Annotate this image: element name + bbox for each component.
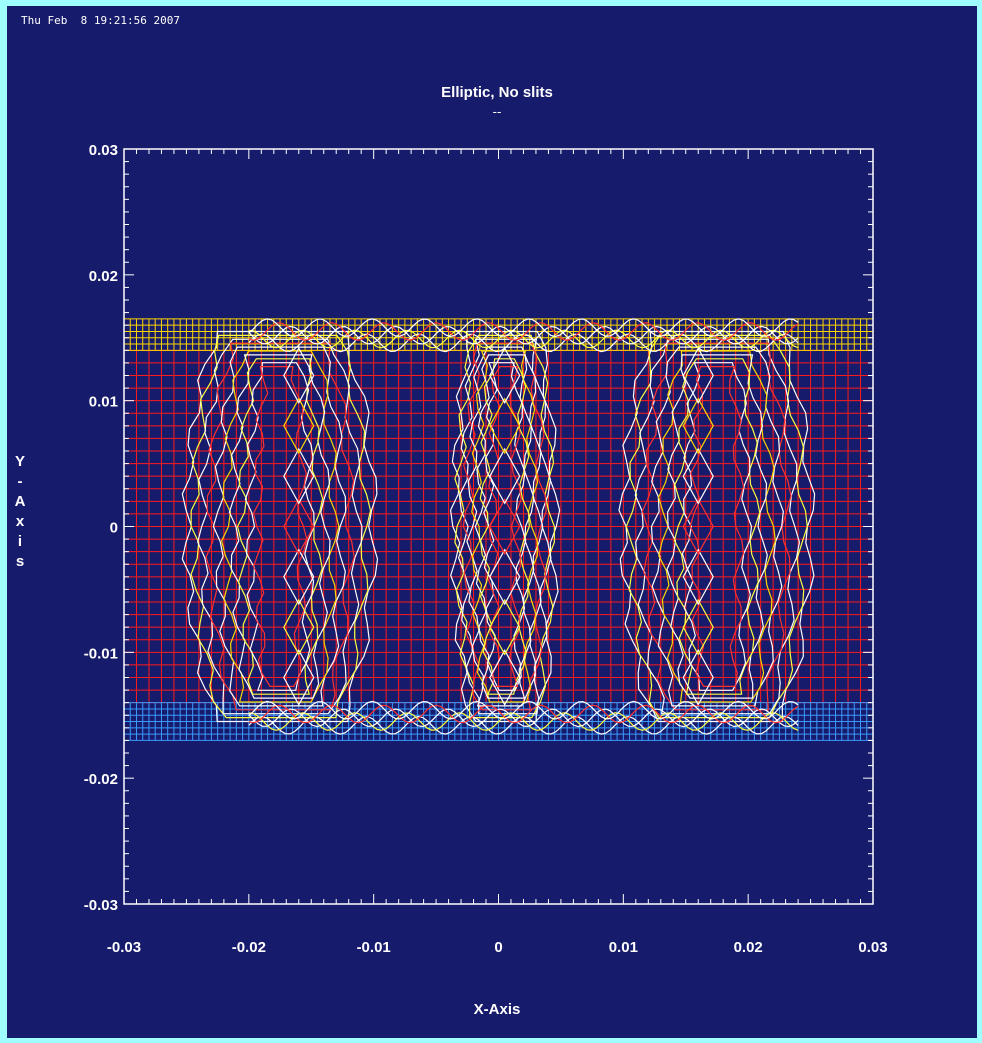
contour-line	[689, 366, 745, 688]
contour-bottom-edge	[248, 700, 799, 735]
contour-peak	[682, 649, 714, 706]
contour-peak	[283, 649, 315, 706]
contour-line	[634, 338, 801, 715]
x-tick-label: -0.02	[232, 939, 266, 956]
contour-peak	[489, 447, 521, 505]
y-axis-label-char: Y	[14, 453, 25, 470]
contour-line	[673, 358, 761, 695]
contour-peak	[682, 347, 714, 404]
contour-line	[244, 362, 315, 691]
x-tick-label: -0.01	[357, 939, 391, 956]
x-tick-label: 0.01	[609, 939, 638, 956]
contour-line	[650, 346, 784, 707]
x-tick-label: -0.03	[107, 939, 141, 956]
contour-line	[625, 334, 808, 719]
contour-top-edge	[248, 318, 799, 353]
contour-line	[248, 333, 799, 353]
contour-line	[190, 334, 372, 719]
contour-line	[641, 342, 792, 711]
contour-line	[657, 350, 777, 703]
contour-plot: -0.03 -0.02 -0.01 0 0.01 0.02 0.03 0.03 0.02 0.01…	[84, 142, 888, 956]
plot-frame: Thu Feb 8 19:21:56 2007 Elliptic, No sli…	[7, 6, 977, 1038]
x-tick-label: 0.03	[858, 939, 887, 956]
x-tick-label: 0	[494, 939, 502, 956]
chart-title: Elliptic, No slits	[441, 84, 553, 101]
contour-peak	[682, 548, 714, 606]
contour-line	[449, 330, 561, 723]
contour-line	[618, 330, 816, 723]
contour-peak	[489, 498, 521, 555]
tick-labels: -0.03 -0.02 -0.01 0 0.01 0.02 0.03 0.03 0.02 0.01…	[84, 142, 888, 956]
y-tick-label: 0.02	[89, 268, 118, 285]
y-axis-label-char: A	[14, 493, 26, 510]
contour-line	[248, 704, 799, 724]
contour-line	[248, 329, 799, 349]
contour-group-3	[449, 330, 561, 723]
contour-line	[248, 715, 799, 735]
contour-line	[681, 362, 753, 691]
axes	[123, 148, 874, 905]
contour-line	[248, 322, 799, 341]
contour-group-2	[618, 330, 816, 723]
contour-peak	[489, 397, 521, 455]
contour-line	[236, 358, 324, 695]
x-axis-label: X-Axis	[473, 1001, 521, 1018]
contour-line	[212, 346, 347, 707]
y-axis-label-char: x	[15, 513, 25, 530]
contour-line	[197, 338, 363, 715]
contour-peak	[283, 598, 315, 656]
y-tick-label: 0	[110, 520, 118, 537]
chart-subtitle: --	[492, 104, 502, 119]
contour-peak	[283, 498, 315, 555]
contour-peak	[489, 548, 521, 606]
contour-line	[471, 350, 539, 703]
contour-peak	[489, 347, 521, 404]
contour-line	[228, 354, 331, 699]
contour-peak	[283, 347, 315, 404]
contour-line	[181, 330, 379, 723]
x-tick-label: 0.02	[734, 939, 763, 956]
contour-line	[479, 358, 530, 695]
contour-line	[220, 350, 340, 703]
contour-peak	[489, 649, 521, 706]
y-axis-label-char: s	[15, 553, 25, 570]
contour-lines	[181, 318, 816, 735]
contour-peak	[682, 498, 714, 555]
contour-line	[248, 700, 799, 720]
contour-peak	[489, 598, 521, 656]
contour-peak	[682, 598, 714, 656]
y-tick-label: -0.03	[84, 897, 118, 914]
contour-group-1	[181, 330, 379, 723]
contour-line	[466, 346, 544, 707]
contour-line	[252, 366, 308, 688]
y-tick-label: -0.02	[84, 771, 118, 788]
y-tick-label: 0.01	[89, 394, 118, 411]
contour-line	[454, 334, 556, 719]
y-tick-label: 0.03	[89, 142, 118, 159]
y-axis-label-char: i	[17, 533, 23, 550]
contour-line	[248, 318, 799, 338]
contour-peak	[682, 397, 714, 455]
contour-peak	[283, 397, 315, 455]
timestamp: Thu Feb 8 19:21:56 2007	[21, 14, 180, 27]
contour-line	[248, 712, 799, 731]
contour-peak	[283, 447, 315, 505]
contour-peak	[682, 447, 714, 505]
contour-peak	[283, 548, 315, 606]
contour-line	[205, 342, 355, 711]
y-axis-label-char: -	[17, 473, 23, 490]
y-tick-label: -0.01	[84, 645, 118, 662]
contour-line	[666, 354, 768, 699]
contour-line	[474, 354, 535, 699]
